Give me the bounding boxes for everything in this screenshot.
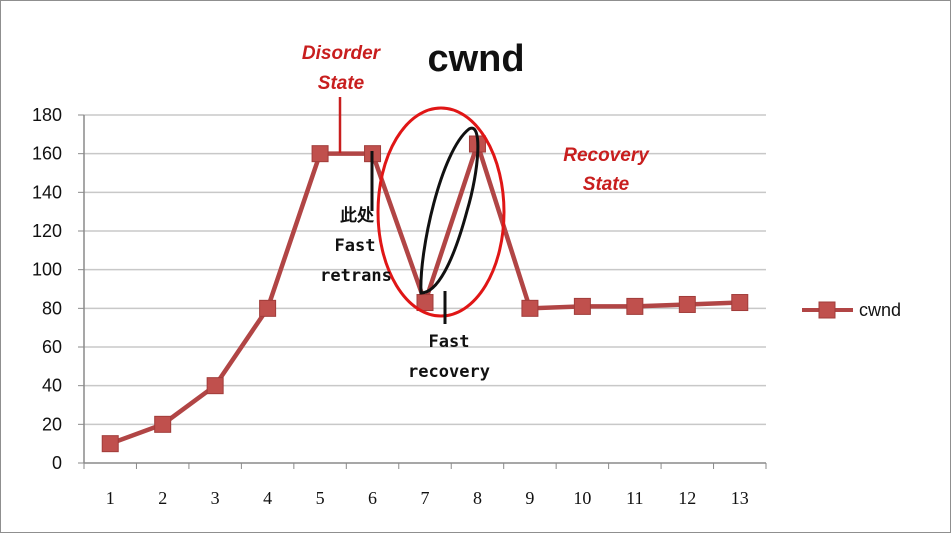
- annotation-fast-retrans-line2: Fast: [335, 236, 376, 256]
- y-tick-label: 20: [42, 414, 62, 434]
- data-point-marker: [731, 294, 749, 312]
- x-tick-label: 4: [263, 488, 272, 508]
- legend: cwnd: [802, 300, 901, 320]
- data-point-marker: [521, 299, 539, 317]
- data-point-marker: [101, 435, 119, 453]
- annotation-fast-recovery-line1: Fast: [429, 332, 470, 352]
- legend-marker: [818, 301, 836, 319]
- legend-label: cwnd: [859, 300, 901, 320]
- x-tick-label: 8: [473, 488, 482, 508]
- annotation-disorder-line1: Disorder: [302, 43, 382, 64]
- data-point-marker: [416, 294, 434, 312]
- x-tick-label: 6: [368, 488, 377, 508]
- recovery-region-circle: [376, 106, 506, 318]
- series-cwnd: [101, 135, 749, 453]
- data-point-marker: [573, 297, 591, 315]
- x-tick-label: 3: [211, 488, 220, 508]
- data-point-marker: [259, 299, 277, 317]
- annotation-fast-recovery-line2: recovery: [408, 362, 490, 382]
- y-tick-label: 120: [32, 221, 62, 241]
- annotation-fast-retrans-line3: retrans: [320, 266, 392, 286]
- data-point-marker: [154, 415, 172, 433]
- chart-title: cwnd: [427, 38, 524, 80]
- y-tick-label: 80: [42, 298, 62, 318]
- x-tick-label: 2: [158, 488, 167, 508]
- y-tick-label: 160: [32, 144, 62, 164]
- axes: [83, 115, 766, 464]
- x-tick-label: 13: [731, 488, 749, 508]
- annotation-disorder-line2: State: [318, 73, 365, 94]
- y-tick-label: 60: [42, 337, 62, 357]
- x-tick-label: 11: [626, 488, 643, 508]
- data-point-marker: [626, 297, 644, 315]
- y-axis-ticks: 0 20 40 60 80 100 120 140 160 180: [32, 105, 84, 473]
- x-tick-label: 7: [421, 488, 430, 508]
- x-tick-label: 5: [316, 488, 325, 508]
- y-tick-label: 180: [32, 105, 62, 125]
- annotation-fast-retrans-line1: 此处: [340, 205, 375, 226]
- x-tick-label: 10: [573, 488, 591, 508]
- annotation-recovery-line2: State: [583, 174, 630, 195]
- data-point-marker: [678, 295, 696, 313]
- annotation-recovery-line1: Recovery: [563, 145, 650, 166]
- data-point-marker: [206, 377, 224, 395]
- x-tick-label: 12: [678, 488, 696, 508]
- y-tick-label: 100: [32, 260, 62, 280]
- y-tick-label: 0: [52, 453, 62, 473]
- data-point-marker: [311, 145, 329, 163]
- x-tick-label: 9: [525, 488, 534, 508]
- y-tick-label: 140: [32, 182, 62, 202]
- y-tick-label: 40: [42, 376, 62, 396]
- gridlines: [84, 114, 766, 426]
- x-axis-ticks: 1 2 3 4 5 6 7 8 9 10 11 12 13: [83, 463, 767, 508]
- x-tick-label: 1: [106, 488, 115, 508]
- fast-recovery-loop: [419, 126, 480, 295]
